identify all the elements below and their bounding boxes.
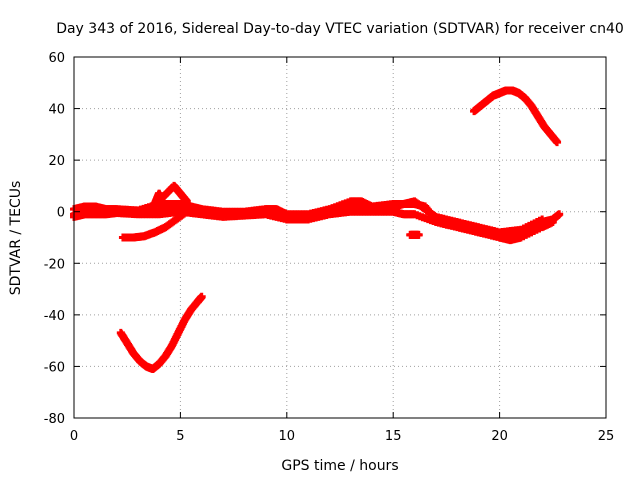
chart-title: Day 343 of 2016, Sidereal Day-to-day VTE… (56, 21, 624, 37)
data-point (548, 218, 557, 227)
y-tick-label: -60 (44, 360, 65, 375)
x-tick-label: 0 (70, 429, 78, 444)
series-spike-near-4-8h (150, 181, 191, 208)
data-point (204, 207, 213, 216)
data-point (553, 138, 562, 147)
y-tick-label: -20 (44, 257, 65, 272)
x-tick-label: 10 (279, 429, 296, 444)
x-tick-label: 25 (598, 429, 615, 444)
x-tick-label: 20 (491, 429, 508, 444)
x-tick-label: 5 (176, 429, 184, 444)
y-tick-label: 60 (48, 51, 65, 66)
series-rising-arc-from-2-4h (118, 205, 213, 242)
series-short-dash-near-16h (406, 230, 423, 239)
y-tick-label: 20 (48, 154, 65, 169)
y-tick-label: 40 (48, 103, 65, 118)
x-axis-ticks: 0 5 10 15 20 25 (70, 57, 614, 444)
data-points (70, 86, 564, 374)
y-axis-ticks: -80 -60 -40 -20 0 20 40 60 (44, 51, 606, 427)
data-point (197, 292, 206, 301)
data-point (182, 197, 191, 206)
y-tick-label: -40 (44, 309, 65, 324)
y-tick-label: 0 (57, 206, 65, 221)
y-tick-label: -80 (44, 412, 65, 427)
x-axis-label: GPS time / hours (281, 458, 398, 474)
data-point (555, 210, 564, 219)
plot-border (73, 56, 607, 419)
y-axis-label: SDTVAR / TECUs (8, 181, 24, 296)
series-deep-v-arc (116, 292, 206, 374)
x-tick-label: 15 (385, 429, 402, 444)
data-point (414, 230, 423, 239)
series-high-arc (470, 86, 562, 147)
data-point (538, 215, 547, 224)
